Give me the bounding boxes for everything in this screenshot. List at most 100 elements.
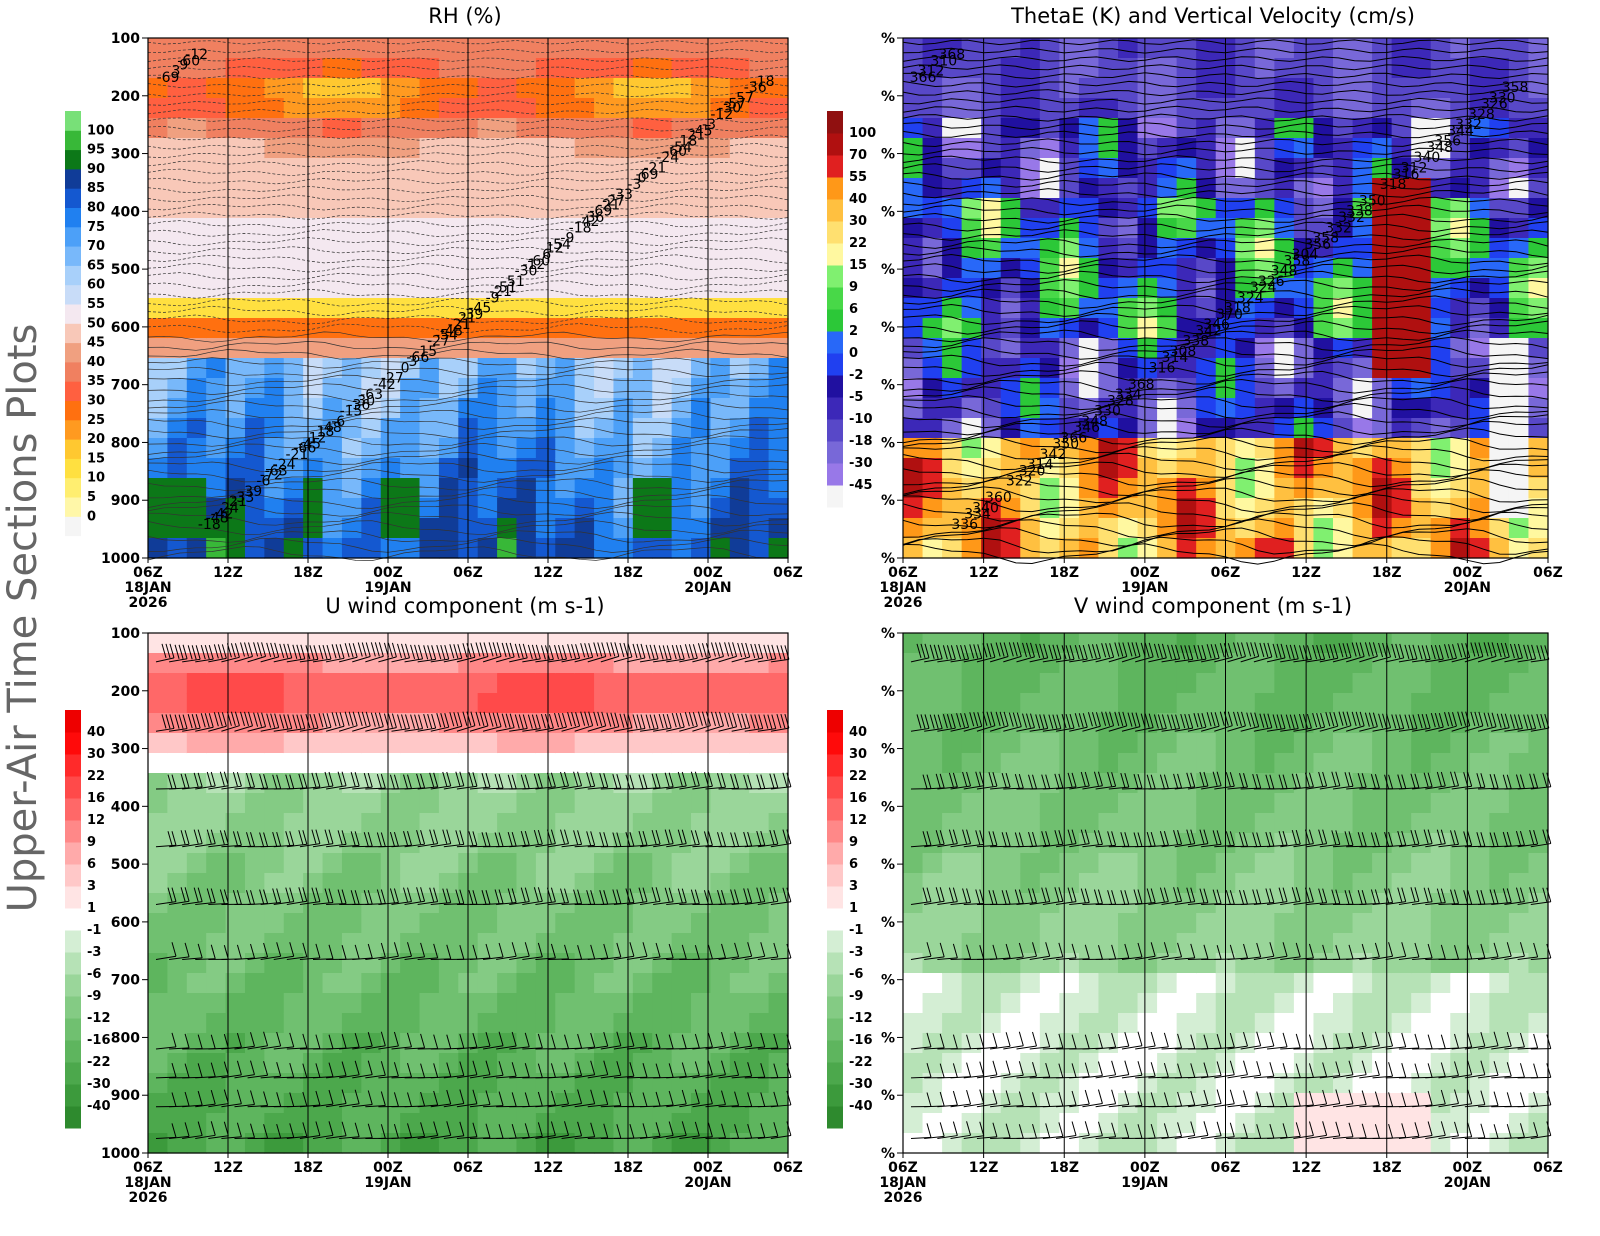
field-cell	[594, 78, 615, 99]
field-cell	[1469, 438, 1490, 459]
field-cell	[206, 953, 227, 974]
field-cell	[1196, 793, 1217, 814]
contour-label: -54	[435, 327, 458, 343]
field-cell	[632, 733, 653, 754]
field-cell	[1352, 673, 1373, 694]
field-cell	[922, 793, 943, 814]
field-cell	[1059, 358, 1080, 379]
y-tick-label: %	[881, 857, 895, 873]
field-cell	[535, 753, 556, 774]
field-cell	[400, 118, 421, 139]
field-cell	[749, 813, 770, 834]
field-cell	[264, 278, 285, 299]
colorbar-swatch	[827, 265, 843, 288]
y-tick-label: %	[881, 742, 895, 758]
field-cell	[148, 1113, 168, 1134]
contour-label: -36	[744, 80, 767, 96]
field-cell	[1254, 693, 1275, 714]
field-cell	[1039, 973, 1060, 994]
field-cell	[961, 1093, 982, 1114]
field-cell	[303, 318, 324, 339]
field-cell	[1372, 853, 1393, 874]
field-cell	[1469, 58, 1490, 79]
field-cell	[400, 1133, 421, 1154]
field-cell	[1469, 673, 1490, 694]
colorbar-label: -2	[849, 368, 863, 383]
field-cell	[1157, 518, 1178, 539]
field-cell	[555, 378, 576, 399]
field-cell	[1098, 633, 1119, 654]
field-cell	[594, 853, 615, 874]
field-cell	[613, 38, 634, 59]
field-cell	[942, 458, 963, 479]
field-cell	[477, 338, 498, 359]
field-cell	[1391, 873, 1412, 894]
field-cell	[922, 653, 943, 674]
field-cell	[380, 853, 401, 874]
field-cell	[1489, 258, 1510, 279]
field-cell	[729, 693, 750, 714]
field-cell	[303, 238, 324, 259]
field-cell	[652, 793, 673, 814]
field-cell	[1157, 653, 1178, 674]
field-cell	[206, 813, 227, 834]
field-cell	[148, 118, 168, 139]
field-cell	[710, 673, 731, 694]
field-cell	[1078, 378, 1100, 399]
field-cell	[1313, 973, 1334, 994]
field-cell	[729, 378, 750, 399]
field-cell	[1430, 913, 1451, 934]
field-cell	[477, 693, 498, 714]
field-cell	[594, 218, 615, 239]
panel-v-wind: V wind component (m s-1) %%%%%%%%%% 06Z 1…	[827, 594, 1563, 1206]
x-date-label: 18JAN	[124, 580, 171, 596]
field-cell	[1254, 673, 1275, 694]
field-cell	[1352, 318, 1373, 339]
field-cell	[749, 178, 770, 199]
field-cell	[148, 793, 168, 814]
field-cell	[167, 238, 188, 259]
field-cell	[903, 358, 924, 379]
field-cell	[438, 518, 459, 539]
field-cell	[768, 1093, 789, 1114]
field-cell	[903, 1113, 924, 1134]
field-cell	[749, 518, 770, 539]
field-cell	[768, 538, 789, 559]
field-cell	[1489, 813, 1510, 834]
x-year-label: 2026	[884, 1190, 923, 1206]
field-cell	[1235, 538, 1256, 559]
y-tick-label: %	[881, 493, 895, 509]
field-cell	[148, 378, 168, 399]
field-cell	[225, 753, 246, 774]
field-cell	[574, 98, 595, 119]
colorbar-label: 12	[87, 813, 105, 828]
field-cell	[380, 1113, 401, 1134]
field-cell	[903, 1093, 924, 1114]
field-cell	[380, 318, 401, 339]
field-cell	[1059, 873, 1080, 894]
field-cell	[1333, 518, 1354, 539]
field-cell	[1039, 693, 1060, 714]
field-cell	[1391, 358, 1412, 379]
field-cell	[497, 98, 518, 119]
field-cell	[438, 853, 459, 874]
field-cell	[341, 813, 362, 834]
panel-rh: RH (%) -69-60-45-54-48-42-36-30-57-51-63…	[65, 4, 803, 611]
field-cell	[225, 518, 246, 539]
field-cell	[1508, 733, 1530, 754]
field-cell	[361, 693, 382, 714]
field-cell	[1293, 1013, 1315, 1034]
field-cell	[361, 358, 382, 379]
field-cell	[380, 1013, 401, 1034]
field-cell	[516, 538, 537, 559]
field-cell	[555, 38, 576, 59]
field-cell	[1450, 238, 1471, 259]
field-cell	[477, 58, 498, 79]
field-cell	[1333, 118, 1354, 139]
field-cell	[671, 338, 692, 359]
field-cell	[225, 1033, 246, 1054]
field-cell	[632, 158, 653, 179]
field-cell	[710, 78, 731, 99]
field-cell	[535, 418, 556, 439]
field-cell	[303, 793, 324, 814]
